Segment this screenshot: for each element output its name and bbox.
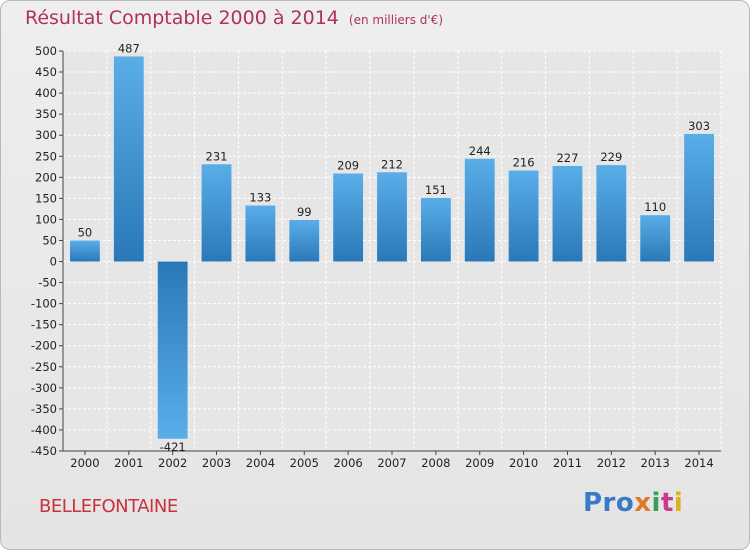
- bar: [508, 170, 539, 262]
- y-tick-label: -150: [31, 318, 57, 332]
- x-tick-label: 2012: [597, 456, 626, 470]
- logo-part: x: [634, 488, 652, 518]
- data-label: 50: [78, 225, 93, 239]
- x-tick-label: 2010: [509, 456, 538, 470]
- logo-part: i: [651, 488, 661, 518]
- data-label: 99: [297, 205, 312, 219]
- x-tick-label: 2014: [684, 456, 713, 470]
- chart-title-text: Résultat Comptable 2000 à 2014: [25, 7, 339, 29]
- y-tick-label: -50: [38, 276, 57, 290]
- bar: [201, 164, 232, 262]
- x-tick-label: 2008: [421, 456, 450, 470]
- y-tick-label: -450: [31, 444, 57, 458]
- y-tick-label: 50: [42, 233, 57, 247]
- y-tick-label: 300: [35, 128, 57, 142]
- x-tick-label: 2006: [333, 456, 362, 470]
- y-tick-label: 350: [35, 107, 57, 121]
- bar: [245, 205, 276, 262]
- bar: [157, 261, 188, 439]
- bar: [596, 165, 627, 262]
- bar: [552, 165, 583, 262]
- bar: [684, 133, 714, 262]
- y-tick-label: 500: [35, 44, 57, 58]
- y-tick-label: 0: [50, 255, 57, 269]
- y-tick-label: -250: [31, 360, 57, 374]
- x-tick-label: 2011: [553, 456, 582, 470]
- y-tick-label: 200: [35, 170, 57, 184]
- x-tick-label: 2009: [465, 456, 494, 470]
- data-label: 151: [425, 183, 447, 197]
- bar: [640, 215, 671, 262]
- data-label: 110: [644, 200, 666, 214]
- bar: [377, 172, 407, 262]
- x-tick-label: 2004: [246, 456, 275, 470]
- chart-subtitle: (en milliers d'€): [348, 13, 444, 27]
- x-tick-label: 2013: [641, 456, 670, 470]
- commune-name: BELLEFONTAINE: [39, 496, 178, 517]
- bar: [289, 219, 320, 262]
- data-label: 229: [600, 150, 622, 164]
- logo-part: i: [673, 488, 684, 518]
- x-tick-label: 2001: [114, 456, 143, 470]
- data-label: 216: [513, 156, 535, 170]
- data-label: -421: [160, 440, 186, 454]
- y-tick-label: 400: [35, 86, 57, 100]
- x-tick-label: 2000: [70, 456, 99, 470]
- bar: [70, 240, 100, 262]
- data-label: 303: [688, 119, 710, 133]
- data-label: 231: [206, 149, 228, 163]
- y-tick-label: -200: [31, 339, 57, 353]
- y-tick-label: -350: [31, 402, 57, 416]
- y-tick-label: -400: [31, 423, 57, 437]
- bar: [113, 56, 144, 262]
- logo-part: t: [660, 488, 674, 518]
- x-tick-label: 2002: [158, 456, 187, 470]
- logo-part: Pro: [583, 488, 635, 518]
- chart-title: Résultat Comptable 2000 à 2014 (en millie…: [25, 7, 443, 29]
- proxiti-logo[interactable]: Proxiti: [583, 488, 683, 518]
- y-tick-label: -300: [31, 381, 57, 395]
- data-label: 244: [469, 144, 491, 158]
- y-tick-label: 250: [35, 149, 57, 163]
- y-tick-label: 100: [35, 212, 57, 226]
- bar: [333, 173, 364, 262]
- data-label: 487: [118, 41, 140, 55]
- data-label: 133: [249, 191, 271, 205]
- bar: [420, 197, 451, 262]
- y-tick-label: 150: [35, 191, 57, 205]
- bar: [464, 158, 495, 262]
- x-tick-label: 2007: [377, 456, 406, 470]
- data-label: 227: [556, 151, 578, 165]
- x-tick-label: 2003: [202, 456, 231, 470]
- y-tick-label: 450: [35, 65, 57, 79]
- y-tick-label: -100: [31, 297, 57, 311]
- data-label: 212: [381, 157, 403, 171]
- data-label: 209: [337, 159, 359, 173]
- x-tick-label: 2005: [290, 456, 319, 470]
